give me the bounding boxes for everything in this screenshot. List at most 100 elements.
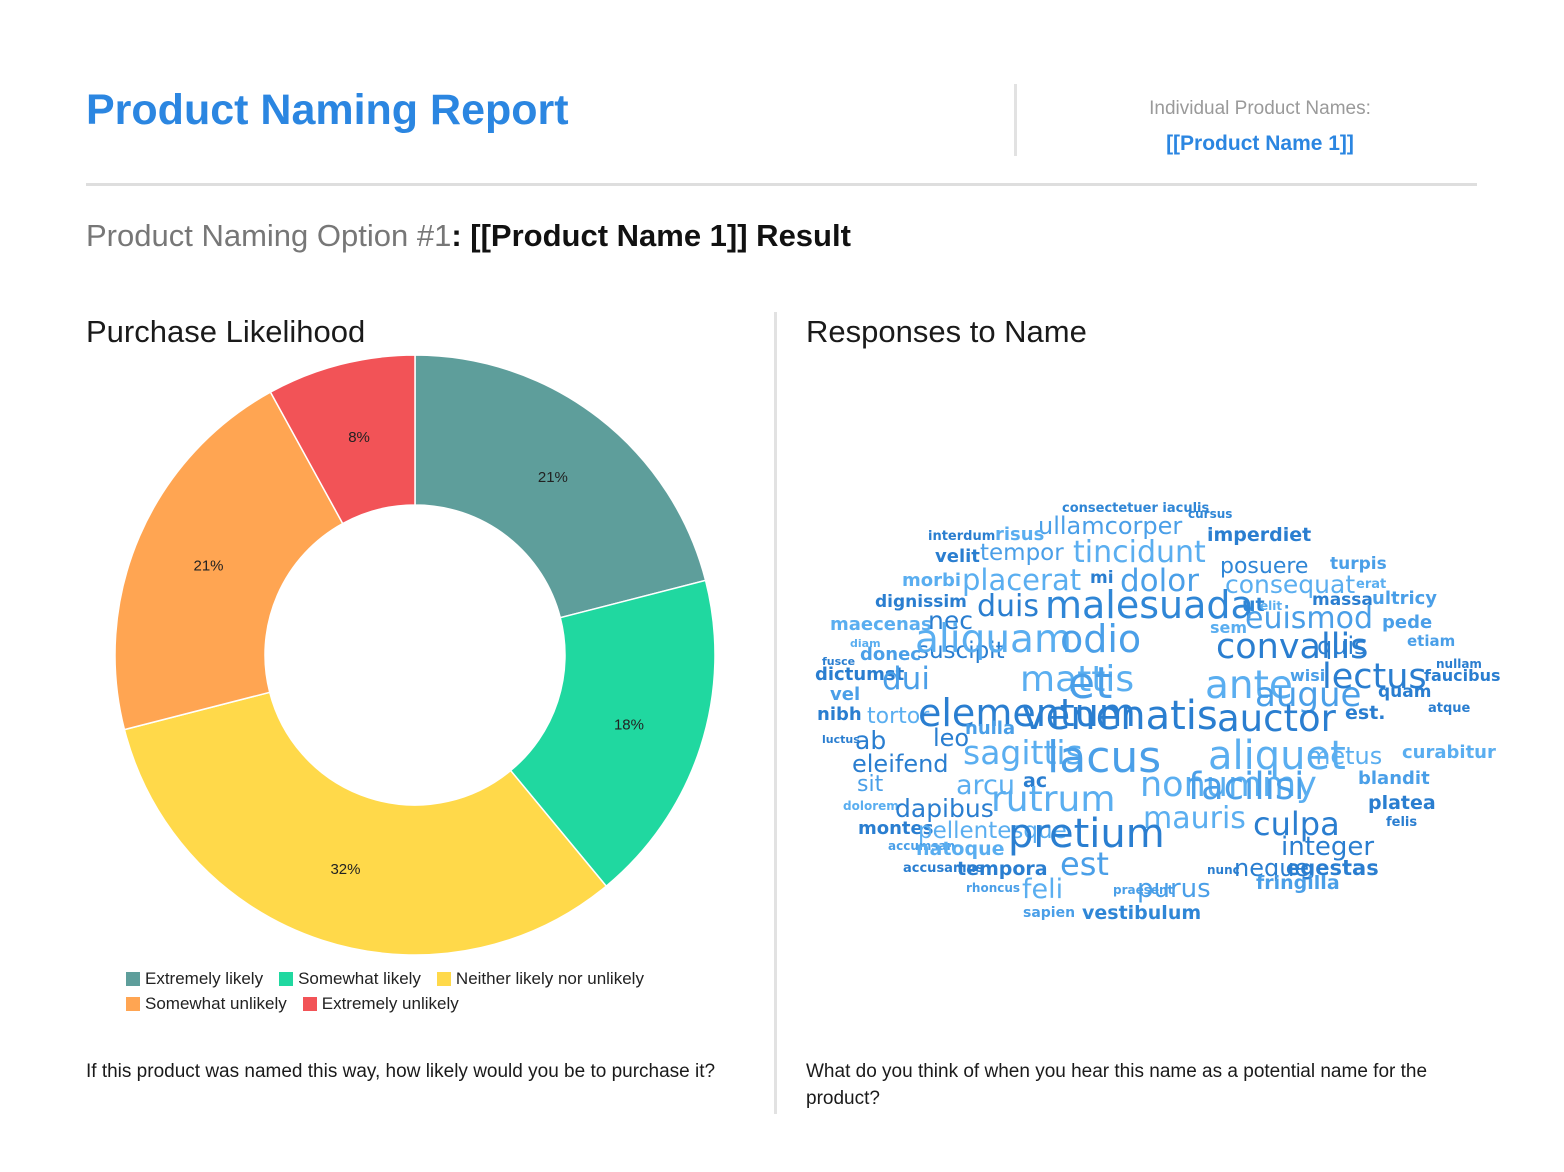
slice-extremely-likely (414, 354, 707, 619)
legend-swatch (126, 972, 140, 986)
word-cloud-word: pellentesque (918, 818, 1067, 844)
word-cloud-word: donec (860, 644, 921, 665)
word-cloud-word: ac (1023, 770, 1048, 792)
word-cloud-word: nec (928, 606, 973, 635)
legend-item-somewhat-unlikely: Somewhat unlikely (126, 994, 287, 1014)
word-cloud-word: tortor (867, 704, 930, 729)
word-cloud-word: pretium (1008, 811, 1165, 857)
word-cloud-word: dolorem (843, 799, 899, 813)
option-prefix: Product Naming Option #1 (86, 218, 452, 253)
individual-product-names-label: Individual Product Names: (1149, 98, 1371, 119)
word-cloud-word: auctor (1217, 697, 1336, 740)
word-cloud-word: maecenas (830, 614, 932, 635)
word-cloud-word: morbi (902, 570, 962, 591)
word-cloud-word: accusamus (903, 861, 984, 876)
word-cloud-word: consectetuer iaculis (1062, 501, 1210, 516)
word-cloud-word: elementum (918, 691, 1136, 735)
purchase-likelihood-title: Purchase Likelihood (86, 314, 366, 349)
report-title: Product Naming Report (86, 86, 569, 134)
word-cloud-word: risus (995, 524, 1045, 545)
legend-swatch (302, 997, 317, 1011)
word-cloud-word: ut (1242, 594, 1265, 616)
word-cloud-word: vel (830, 684, 861, 705)
legend-swatch (279, 972, 294, 986)
word-cloud-word: mauris (1143, 801, 1246, 836)
option-colon: : (451, 218, 462, 253)
word-cloud-word: nullam (1436, 657, 1482, 671)
word-cloud-word: nibh (817, 704, 862, 725)
word-cloud-word: sem (1210, 618, 1248, 637)
word-cloud-word: ullamcorper (1038, 512, 1183, 540)
word-cloud-word: malesuada (1045, 583, 1254, 627)
word-cloud-word: natoque (916, 838, 1005, 860)
word-cloud-word: venenatis (1022, 693, 1218, 739)
word-cloud-word: platea (1368, 792, 1436, 814)
slice-label-somewhat-unlikely: 21% (193, 558, 223, 575)
word-cloud-word: velit (935, 546, 980, 567)
word-cloud-word: est (1060, 845, 1109, 883)
word-cloud-word: dapibus (895, 794, 994, 823)
word-cloud: consectetuer iaculis cursus ullamcorper int… (790, 490, 1500, 940)
word-cloud-word: interdum (928, 529, 996, 544)
slice-somewhat-likely (509, 579, 716, 888)
legend-label: Somewhat unlikely (145, 994, 287, 1013)
slice-label-extremely-likely: 21% (538, 469, 568, 486)
word-cloud-word: dolor (1120, 563, 1199, 599)
purchase-question: If this product was named this way, how … (86, 1061, 716, 1082)
legend-item-neither: Neither likely nor unlikely (436, 969, 644, 989)
word-cloud-word: dui (882, 661, 930, 697)
word-cloud-word: wisi (1290, 666, 1326, 685)
word-cloud-word: dignissim (875, 592, 967, 612)
word-cloud-word: accumsan (888, 839, 956, 853)
word-cloud-word: luctus (822, 733, 860, 746)
word-cloud-word: ab (855, 726, 887, 755)
legend-swatch (126, 997, 140, 1011)
word-cloud-word: suscipit (917, 638, 1005, 664)
word-cloud-word: tincidunt (1073, 535, 1206, 570)
legend-label: Somewhat likely (298, 969, 421, 988)
word-cloud-word: neque (1234, 854, 1310, 882)
word-cloud-word: consequat (1225, 570, 1356, 599)
header-divider (1014, 84, 1017, 156)
word-cloud-word: nonummy (1140, 765, 1317, 805)
word-cloud-word: nulla (965, 718, 1016, 739)
word-cloud-word: euismod (1245, 601, 1374, 636)
word-cloud-word: sagittis (963, 733, 1083, 772)
slice-label-neither: 32% (330, 861, 360, 878)
word-cloud-word: feli (1022, 874, 1064, 905)
slice-somewhat-unlikely (114, 391, 344, 731)
word-cloud-word: pede (1382, 612, 1433, 633)
word-cloud-word: culpa (1253, 805, 1340, 843)
word-cloud-word: vestibulum (1082, 902, 1202, 924)
legend-swatch (436, 972, 451, 986)
word-cloud-word: augue (1255, 675, 1362, 715)
word-cloud-word: metus (1307, 742, 1383, 770)
word-cloud-word: aliquet (1208, 733, 1346, 779)
word-cloud-word: imperdiet (1207, 524, 1312, 546)
chart-legend: Extremely likely Somewhat likely Neither… (126, 969, 746, 1019)
word-cloud-word: curabitur (1402, 742, 1496, 763)
slice-extremely-unlikely (269, 354, 416, 525)
legend-label: Extremely likely (145, 969, 264, 988)
word-cloud-word: facilisi (1188, 765, 1305, 808)
word-cloud-word: praesent (1113, 883, 1174, 897)
word-cloud-word: et (1068, 658, 1113, 709)
word-cloud-word: etiam (1407, 632, 1456, 650)
word-cloud-word: convallis (1216, 627, 1369, 667)
column-divider (774, 312, 777, 1114)
word-cloud-word: purus (1137, 874, 1211, 904)
word-cloud-word: turpis (1330, 554, 1387, 574)
responses-title: Responses to Name (806, 314, 1087, 349)
word-cloud-word: leo (933, 724, 970, 752)
word-cloud-word: integer (1281, 832, 1375, 862)
slice-label-extremely-unlikely: 8% (348, 429, 370, 446)
header-rule (86, 183, 1477, 186)
word-cloud-word: rhoncus (966, 881, 1021, 895)
word-cloud-word: montes (858, 818, 934, 839)
word-cloud-word: dictumst (815, 664, 905, 685)
word-cloud-word: diam (850, 637, 881, 650)
word-cloud-word: tempor (980, 540, 1064, 566)
legend-item-somewhat-likely: Somewhat likely (279, 969, 421, 989)
individual-product-name: [[Product Name 1]] (1166, 132, 1354, 155)
legend-item-extremely-likely: Extremely likely (126, 969, 263, 989)
